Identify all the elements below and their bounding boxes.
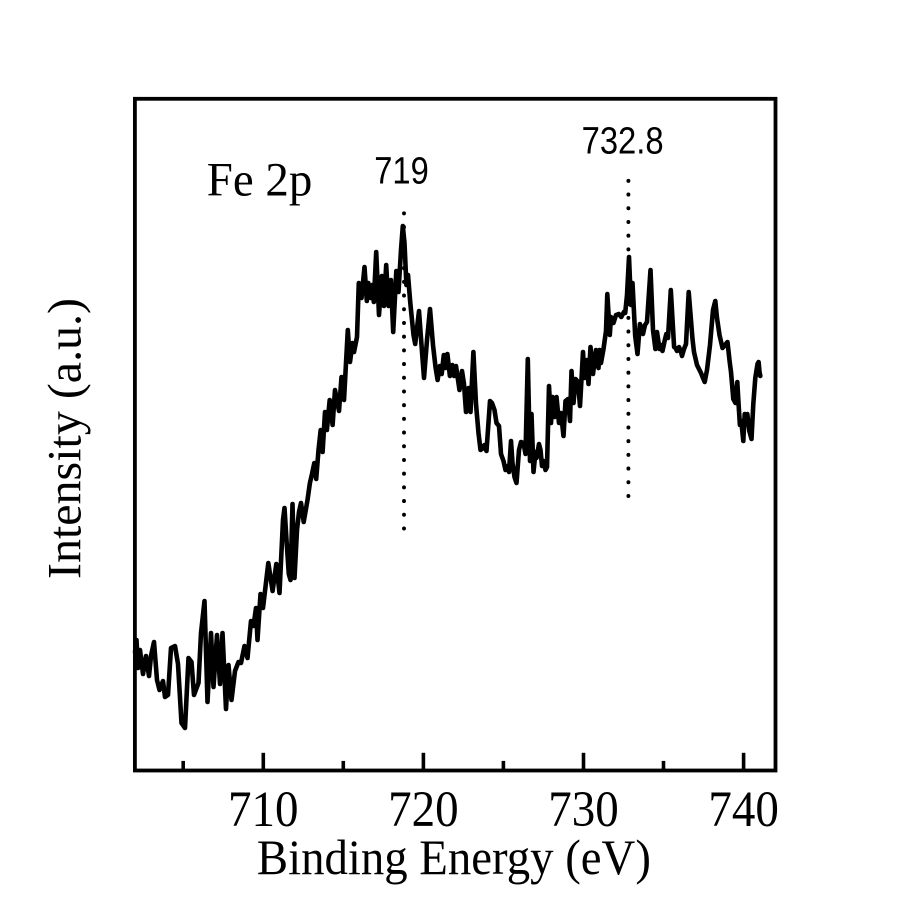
svg-text:730: 730 <box>548 781 619 837</box>
svg-text:719: 719 <box>374 149 429 192</box>
svg-text:Intensity (a.u.): Intensity (a.u.) <box>38 298 91 579</box>
svg-text:720: 720 <box>388 781 459 837</box>
svg-text:732.8: 732.8 <box>582 119 664 162</box>
svg-text:Fe 2p: Fe 2p <box>207 154 312 207</box>
svg-text:740: 740 <box>708 781 779 837</box>
svg-text:710: 710 <box>228 781 299 837</box>
svg-text:Binding Energy (eV): Binding Energy (eV) <box>257 829 651 885</box>
